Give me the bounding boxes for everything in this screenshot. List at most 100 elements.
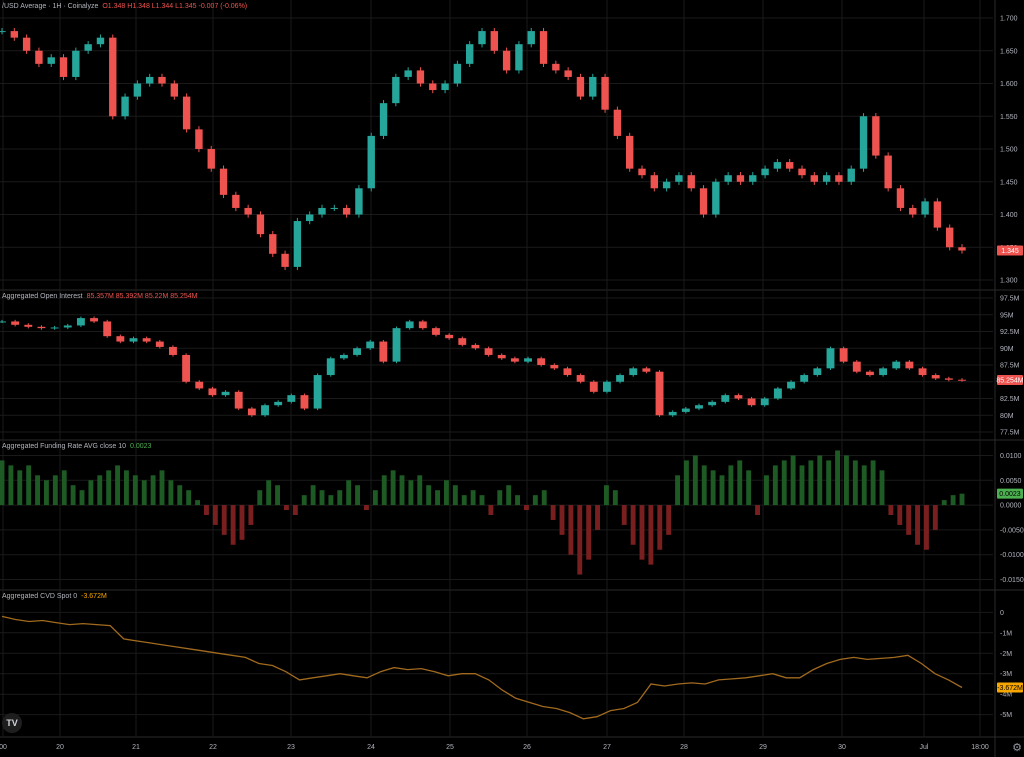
candle-body bbox=[550, 365, 559, 369]
funding-bar bbox=[852, 460, 858, 506]
candle-body bbox=[133, 83, 142, 97]
candle-body bbox=[234, 391, 243, 409]
y-tick-label: -1M bbox=[1000, 630, 1012, 637]
candle-body bbox=[466, 44, 474, 64]
funding-bar bbox=[364, 505, 369, 511]
funding-bar bbox=[435, 490, 440, 506]
candle-body bbox=[300, 395, 309, 409]
funding-bar bbox=[772, 465, 778, 506]
last-value-badge bbox=[997, 245, 1023, 256]
funding-bar bbox=[959, 493, 965, 506]
y-tick-label: 0 bbox=[1000, 610, 1004, 617]
candle-body bbox=[626, 135, 634, 169]
candle-body bbox=[318, 207, 326, 215]
y-tick-label: 80M bbox=[1000, 413, 1014, 420]
candle-body bbox=[22, 37, 31, 51]
funding-bar bbox=[186, 490, 192, 506]
y-tick-label: 1.300 bbox=[1000, 278, 1018, 285]
candle-body bbox=[761, 168, 769, 176]
candle-body bbox=[445, 334, 454, 339]
funding-bar bbox=[657, 505, 663, 550]
candle-body bbox=[721, 395, 730, 402]
funding-bar bbox=[595, 505, 600, 530]
last-value-badge bbox=[997, 375, 1023, 386]
candle-body bbox=[613, 109, 622, 136]
funding-bar bbox=[390, 470, 396, 506]
tradingview-logo-icon[interactable]: TV bbox=[2, 713, 22, 733]
candle-body bbox=[116, 336, 125, 342]
x-tick-label: 30 bbox=[838, 744, 846, 751]
funding-bar bbox=[639, 505, 645, 560]
candle-body bbox=[695, 405, 703, 409]
candle-body bbox=[182, 354, 191, 382]
y-tick-label: -3M bbox=[1000, 671, 1012, 678]
candle-body bbox=[379, 341, 388, 362]
candle-body bbox=[852, 361, 861, 372]
y-tick-label: 1.700 bbox=[1000, 16, 1018, 23]
funding-bar bbox=[310, 485, 316, 506]
funding-bar bbox=[612, 490, 618, 506]
funding-bar bbox=[177, 485, 183, 506]
funding-bar bbox=[515, 495, 520, 506]
candle-body bbox=[866, 371, 874, 376]
candle-body bbox=[392, 76, 400, 104]
pane-header-values: 0.0023 bbox=[130, 443, 152, 450]
candle-body bbox=[353, 348, 362, 355]
candle-body bbox=[616, 375, 625, 382]
candle-body bbox=[24, 324, 33, 327]
funding-bar bbox=[292, 505, 298, 515]
candle-body bbox=[872, 116, 880, 156]
funding-bar bbox=[426, 485, 432, 506]
candle-body bbox=[747, 398, 756, 406]
candle-body bbox=[958, 247, 966, 251]
funding-bar bbox=[44, 480, 49, 506]
candle-body bbox=[11, 321, 20, 325]
candle-body bbox=[418, 321, 427, 329]
x-tick-label: 25 bbox=[446, 744, 454, 751]
funding-bar bbox=[941, 500, 947, 506]
candle-body bbox=[109, 37, 117, 117]
candle-body bbox=[552, 63, 560, 71]
funding-bar bbox=[524, 505, 529, 511]
gear-icon[interactable]: ⚙ bbox=[1012, 742, 1022, 754]
y-tick-label: 1.500 bbox=[1000, 147, 1018, 154]
candle-body bbox=[749, 175, 757, 182]
funding-bar bbox=[568, 505, 574, 555]
candle-body bbox=[37, 326, 46, 329]
x-tick-label: 18:00 bbox=[971, 744, 989, 751]
funding-bar bbox=[381, 475, 387, 506]
candle-body bbox=[822, 175, 831, 182]
candle-body bbox=[287, 395, 296, 402]
candle-body bbox=[342, 207, 351, 215]
funding-bar bbox=[844, 455, 849, 506]
candle-body bbox=[736, 175, 745, 182]
candle-body bbox=[208, 388, 217, 396]
candle-body bbox=[946, 227, 954, 248]
y-tick-label: 0.0100 bbox=[1000, 453, 1022, 460]
candle-body bbox=[810, 175, 818, 182]
funding-bar bbox=[132, 475, 138, 506]
funding-bar bbox=[879, 470, 885, 506]
funding-bar bbox=[26, 465, 32, 506]
funding-bar bbox=[888, 505, 894, 515]
candle-body bbox=[146, 76, 154, 84]
candle-body bbox=[490, 31, 498, 51]
candle-body bbox=[589, 381, 598, 392]
candle-body bbox=[931, 375, 940, 379]
candle-body bbox=[515, 44, 523, 71]
candle-body bbox=[527, 31, 535, 45]
x-tick-label: 24 bbox=[367, 744, 375, 751]
candle-body bbox=[274, 401, 283, 406]
candle-body bbox=[699, 188, 708, 215]
candle-body bbox=[432, 328, 440, 335]
candle-body bbox=[921, 201, 929, 215]
funding-bar bbox=[826, 460, 832, 506]
candle-body bbox=[563, 368, 572, 376]
candle-body bbox=[221, 391, 230, 396]
x-tick-label: 23 bbox=[287, 744, 295, 751]
funding-bar bbox=[897, 505, 903, 525]
candle-body bbox=[675, 175, 683, 182]
funding-bar bbox=[248, 505, 254, 525]
candle-body bbox=[958, 379, 966, 381]
